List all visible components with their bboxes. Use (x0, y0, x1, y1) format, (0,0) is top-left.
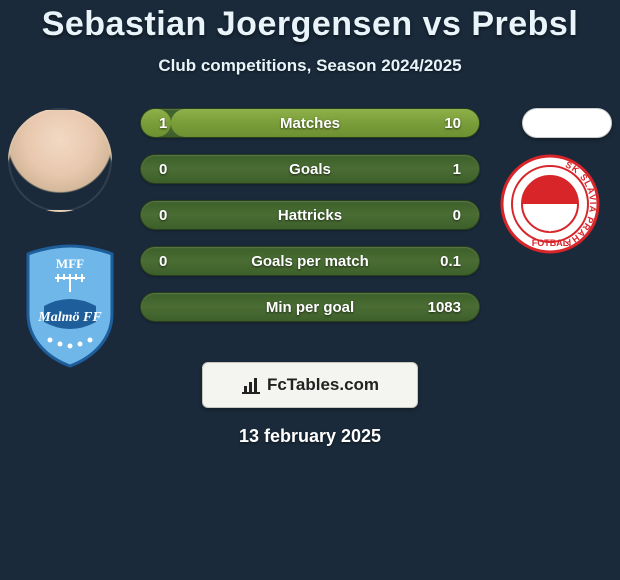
stat-bars: 110Matches 01Goals 00Hattricks 00.1Goals pe… (140, 108, 480, 338)
brand-text: FcTables.com (267, 375, 379, 395)
svg-text:MFF: MFF (56, 256, 84, 271)
comparison-panel: MFF Malmö FF (0, 108, 620, 348)
left-player-photo (8, 108, 112, 212)
page-title: Sebastian Joergensen vs Prebsl (0, 5, 620, 44)
stat-label: Hattricks (141, 201, 479, 229)
stat-label: Min per goal (141, 293, 479, 321)
date-text: 13 february 2025 (0, 426, 620, 447)
right-player-area (522, 108, 612, 138)
right-club-logo: SK SLAVIA PRAHA FOTBAL (500, 154, 600, 254)
stat-row: 01Goals (140, 154, 480, 184)
left-club-logo: MFF Malmö FF (20, 244, 120, 368)
right-player-flag (522, 108, 612, 138)
chart-icon (241, 376, 261, 394)
stat-row: 110Matches (140, 108, 480, 138)
stat-label: Goals (141, 155, 479, 183)
stat-label: Matches (141, 109, 479, 137)
stat-label: Goals per match (141, 247, 479, 275)
page-subtitle: Club competitions, Season 2024/2025 (0, 56, 620, 76)
svg-text:FOTBAL: FOTBAL (532, 238, 569, 248)
stat-row: 1083Min per goal (140, 292, 480, 322)
left-player-area (8, 108, 112, 212)
stat-row: 00Hattricks (140, 200, 480, 230)
stat-row: 00.1Goals per match (140, 246, 480, 276)
brand-badge[interactable]: FcTables.com (202, 362, 418, 408)
svg-text:Malmö FF: Malmö FF (37, 310, 102, 325)
